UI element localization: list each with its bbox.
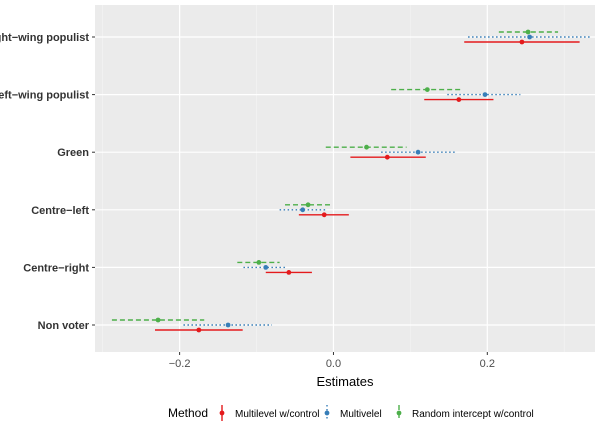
- point-multivelel: [527, 34, 533, 40]
- legend-key-point-multivelel: [324, 410, 330, 416]
- y-tick-label: Non voter: [38, 320, 90, 332]
- x-axis-title: Estimates: [316, 374, 374, 389]
- x-tick-label: 0.0: [326, 358, 341, 370]
- point-random-intercept-w-control: [155, 317, 161, 323]
- legend-label-multivelel: Multivelel: [340, 409, 382, 420]
- point-multilevel-w-control: [196, 327, 202, 333]
- point-multivelel: [225, 322, 231, 328]
- point-multilevel-w-control: [519, 39, 525, 45]
- y-axis: Right−wing populist Left−wing populist Gre…: [0, 32, 95, 332]
- point-random-intercept-w-control: [256, 260, 262, 265]
- major-gridlines: [95, 5, 595, 352]
- y-tick-label: Centre−right: [23, 262, 89, 274]
- point-random-intercept-w-control: [525, 29, 531, 35]
- legend-label-random-intercept-w-control: Random intercept w/control: [412, 409, 534, 420]
- point-multilevel-w-control: [456, 97, 462, 102]
- point-multilevel-w-control: [321, 212, 327, 218]
- legend-title: Method: [168, 406, 208, 420]
- point-multivelel: [300, 207, 306, 213]
- point-random-intercept-w-control: [364, 144, 369, 150]
- point-multilevel-w-control: [286, 270, 292, 275]
- x-tick-label: −0.2: [169, 358, 191, 370]
- point-random-intercept-w-control: [305, 202, 311, 208]
- point-multilevel-w-control: [384, 154, 390, 160]
- legend-key-point-random-intercept-w-control: [396, 410, 402, 416]
- x-tick-label: 0.2: [480, 358, 495, 370]
- plot-panel: [95, 5, 595, 352]
- y-tick-label: Right−wing populist: [0, 32, 89, 44]
- legend: Method Multilevel w/control Multivelel Ran…: [168, 405, 534, 421]
- y-tick-label: Centre−left: [31, 205, 89, 217]
- point-multivelel: [482, 92, 488, 97]
- x-axis: −0.2 0.0 0.2: [169, 352, 495, 370]
- data-marks: [111, 29, 592, 333]
- point-multivelel: [263, 265, 269, 270]
- legend-label-multilevel-w-control: Multilevel w/control: [235, 409, 319, 420]
- point-multivelel: [415, 149, 421, 155]
- point-random-intercept-w-control: [424, 87, 430, 92]
- minor-gridlines: [102, 5, 565, 352]
- y-tick-label: Left−wing populist: [0, 90, 89, 102]
- legend-key-point-multilevel-w-control: [219, 410, 225, 416]
- y-tick-label: Green: [57, 147, 89, 159]
